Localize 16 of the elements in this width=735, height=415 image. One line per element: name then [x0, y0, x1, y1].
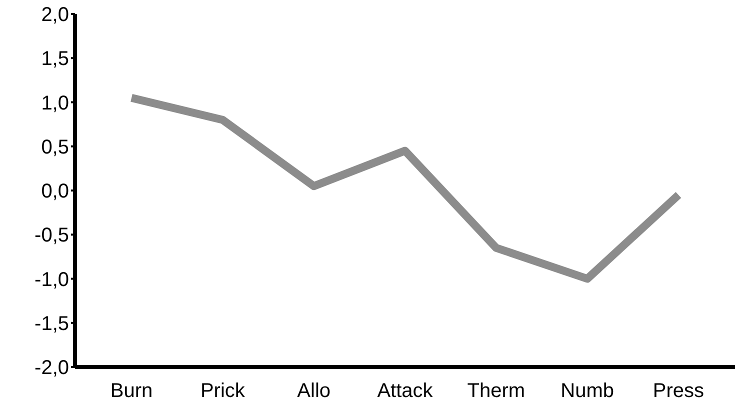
x-tick-label: Numb [560, 380, 614, 402]
x-tick-label: Allo [297, 380, 331, 402]
y-tick-label: -2,0 [34, 357, 69, 380]
y-tick-label: 1,5 [41, 48, 69, 70]
y-tick-label: -1,5 [34, 312, 69, 335]
y-tick-label: 1,0 [41, 92, 69, 114]
y-tick-label: -0,5 [34, 224, 69, 247]
y-tick-label: -1,0 [34, 268, 69, 291]
x-tick-label: Prick [200, 380, 246, 402]
x-tick-label: Therm [467, 380, 526, 402]
x-tick-label: Press [652, 380, 704, 402]
y-tick-label: 0,5 [41, 136, 69, 158]
x-tick-label: Attack [377, 380, 434, 402]
y-tick-label: 2,0 [41, 4, 69, 26]
y-tick-label: 0,0 [41, 180, 69, 203]
x-tick-label: Burn [110, 380, 153, 402]
